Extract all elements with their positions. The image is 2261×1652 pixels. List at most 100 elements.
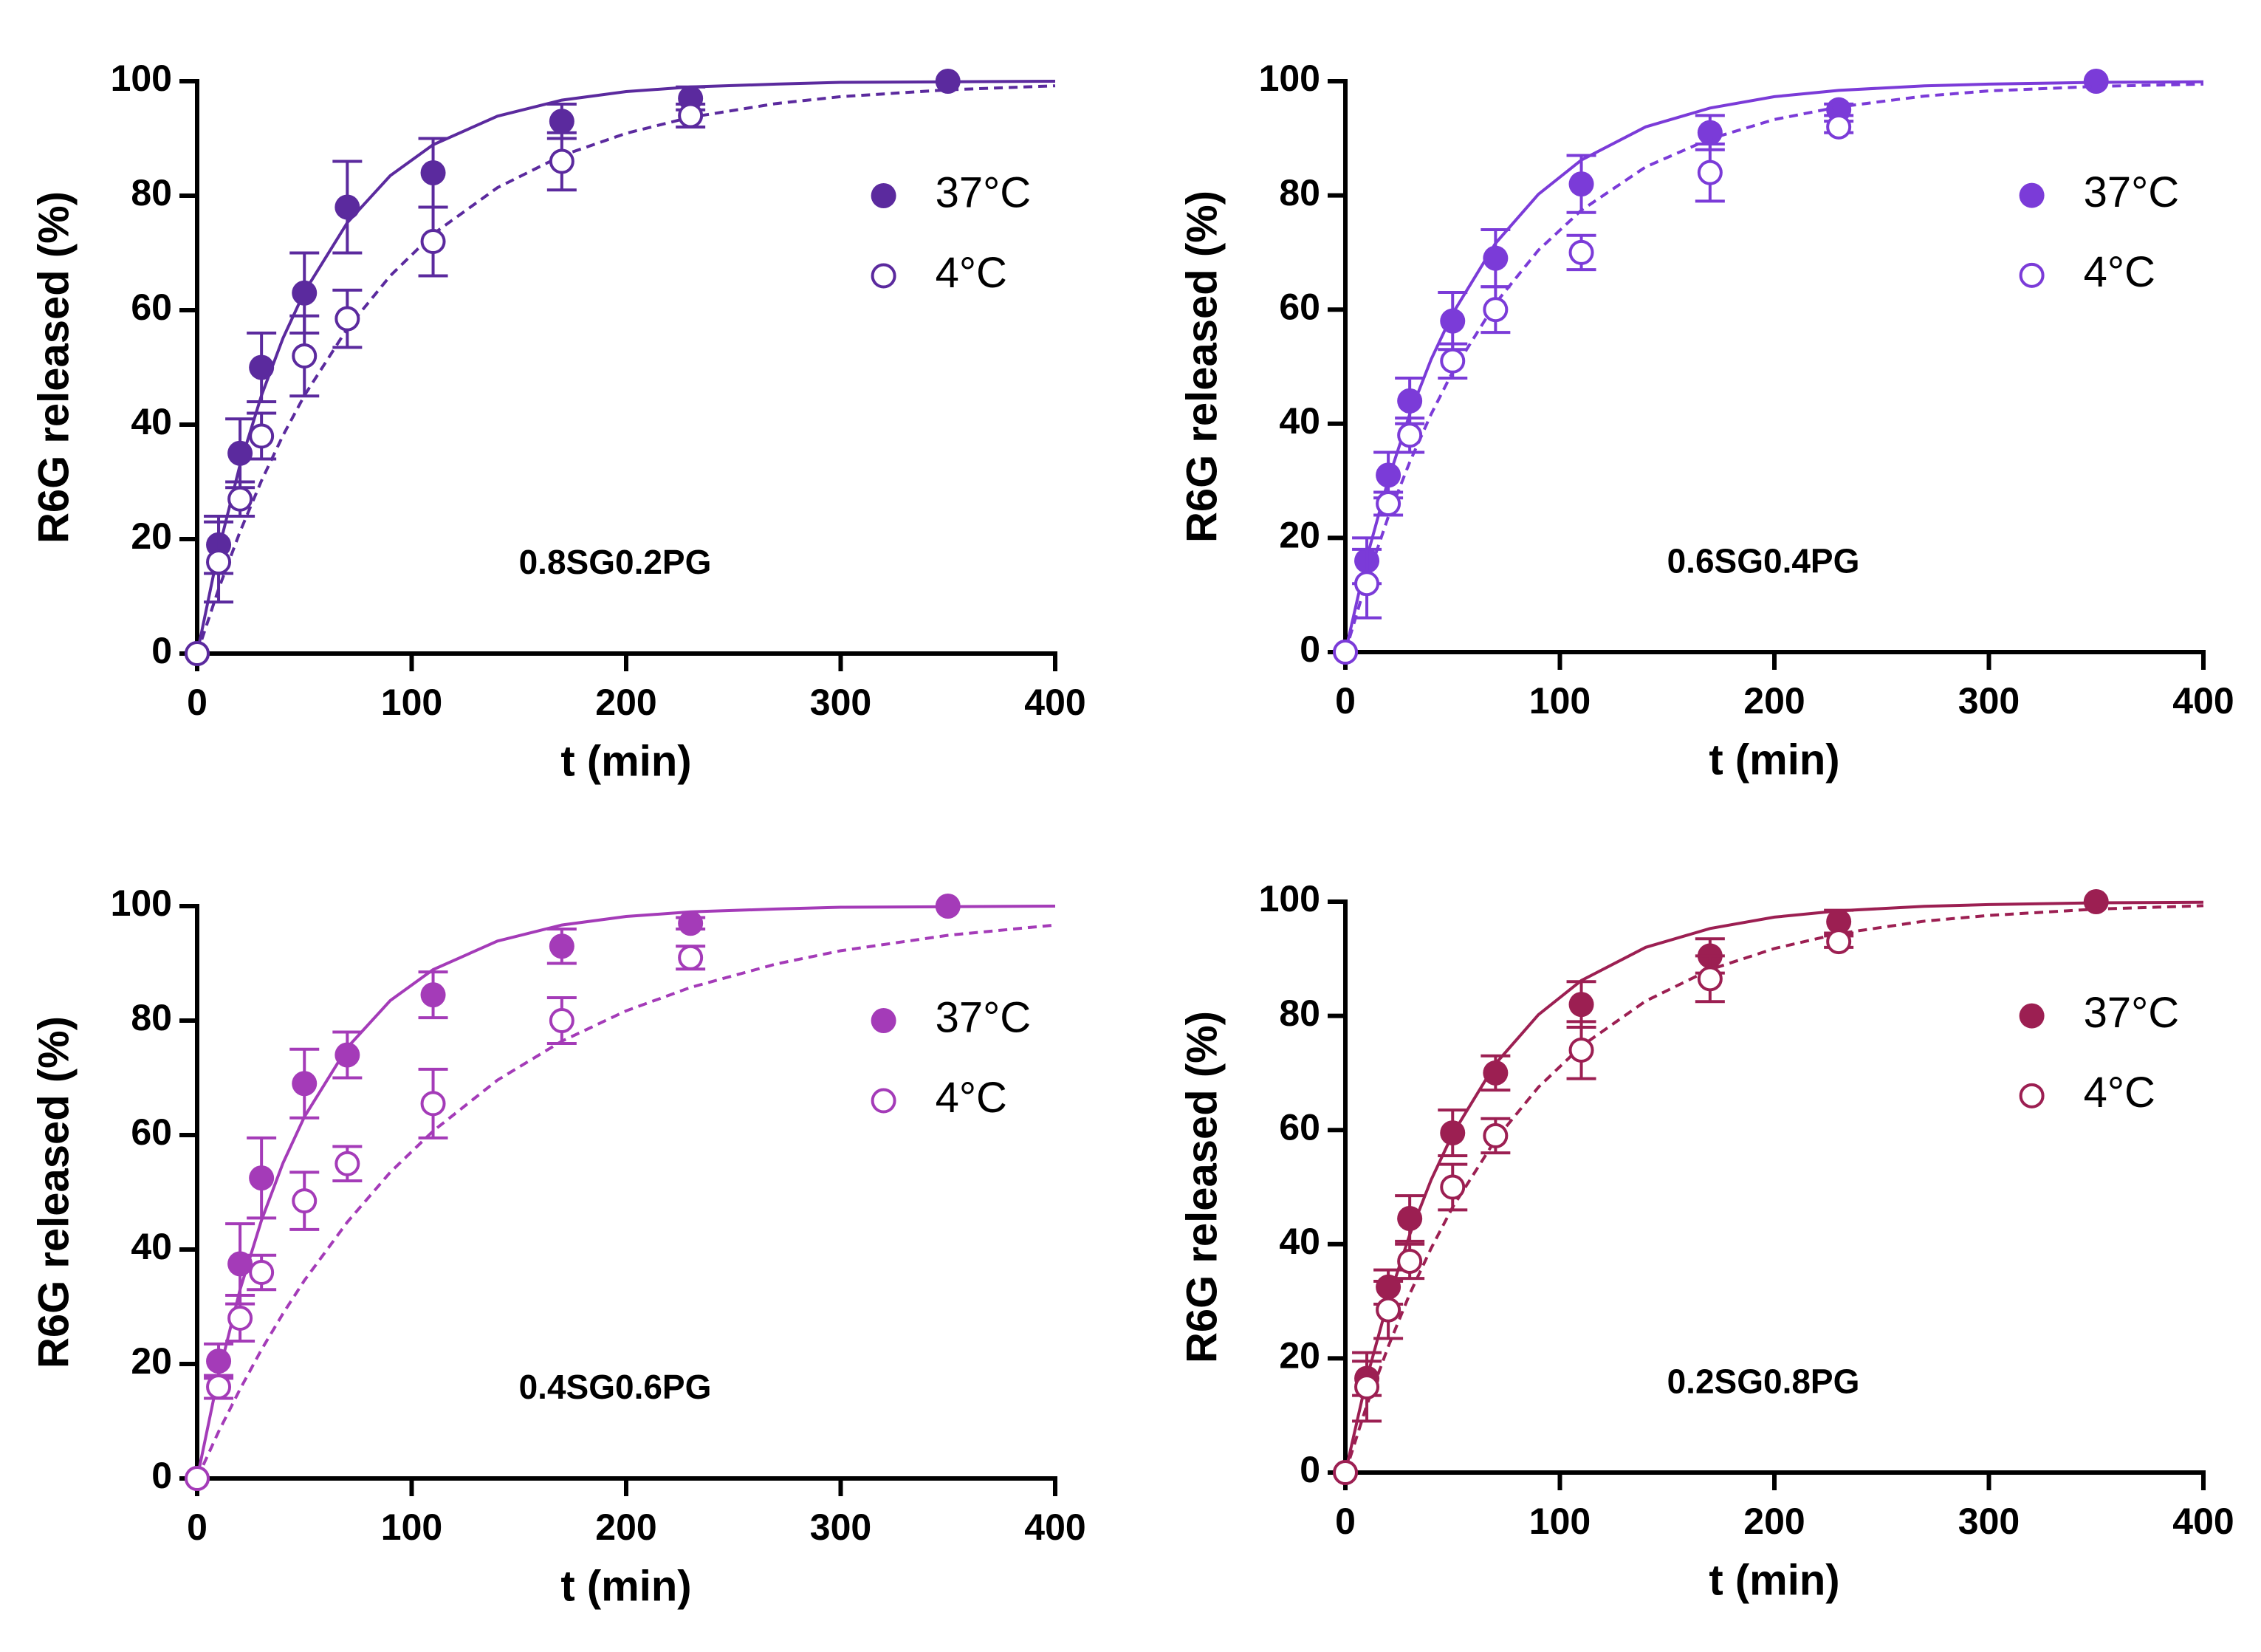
y-tick-label: 60 (131, 287, 172, 328)
fit-line (1344, 82, 2204, 653)
x-tick-label: 200 (1743, 1501, 1805, 1542)
data-point (1826, 929, 1852, 955)
data-point (420, 229, 446, 254)
y-tick-label: 40 (1279, 1221, 1320, 1262)
y-tick-label: 80 (1279, 993, 1320, 1034)
y-tick-label: 20 (131, 515, 172, 557)
legend-marker (871, 1088, 896, 1114)
y-tick-label: 0 (151, 630, 172, 671)
data-point (227, 486, 253, 512)
legend-marker (871, 183, 896, 208)
data-point (334, 1151, 360, 1176)
y-axis-label: R6G released (%) (30, 191, 78, 544)
data-point (227, 440, 253, 466)
data-point (249, 423, 275, 449)
legend-label: 37°C (2084, 168, 2180, 216)
y-tick-label: 0 (1300, 1449, 1320, 1490)
data-point (1397, 388, 1423, 414)
y-tick-label: 20 (1279, 515, 1320, 556)
x-tick-label: 300 (1958, 680, 2020, 722)
data-point (1333, 640, 1358, 665)
legend-label: 37°C (936, 993, 1032, 1041)
data-point (420, 982, 446, 1008)
x-tick-label: 200 (1743, 680, 1805, 722)
data-point (1397, 1206, 1423, 1232)
data-point (206, 1374, 232, 1399)
data-point (1568, 992, 1594, 1018)
data-point (1440, 308, 1466, 334)
data-point (1376, 491, 1401, 517)
y-tick-label: 20 (1279, 1335, 1320, 1377)
y-tick-label: 80 (131, 997, 172, 1038)
data-point (1354, 1374, 1380, 1400)
y-tick-label: 40 (131, 1226, 172, 1267)
annotation: 0.2SG0.8PG (1667, 1362, 1860, 1400)
x-tick-label: 400 (2172, 680, 2234, 722)
x-tick-label: 300 (810, 682, 871, 723)
data-point (1568, 239, 1594, 265)
y-tick-label: 20 (131, 1340, 172, 1382)
data-point (1697, 160, 1723, 185)
data-point (1354, 571, 1380, 597)
fit-line (196, 923, 1056, 1479)
data-point (1483, 297, 1509, 323)
data-point (185, 641, 210, 666)
data-point (1397, 422, 1423, 448)
data-point (227, 1306, 253, 1331)
x-axis-label: t (min) (1709, 1556, 1839, 1604)
legend-label: 4°C (936, 249, 1007, 297)
x-tick-label: 300 (810, 1507, 871, 1548)
fit-line (196, 905, 1056, 1479)
x-axis-label: t (min) (560, 1562, 691, 1610)
x-tick-label: 100 (1529, 1501, 1591, 1542)
chart: 0 20 40 60 80 100 0 100 200 300 400 t (min) R6G rele… (30, 882, 1085, 1610)
x-tick-label: 200 (595, 682, 656, 723)
data-point (2083, 69, 2109, 94)
x-tick-label: 400 (1024, 682, 1085, 723)
data-point (678, 945, 704, 970)
legend-label: 37°C (936, 168, 1032, 216)
annotation: 0.4SG0.6PG (519, 1368, 712, 1406)
data-point (249, 1165, 275, 1191)
x-tick-label: 0 (1335, 680, 1356, 722)
x-tick-label: 0 (187, 1507, 207, 1548)
data-point (1440, 1174, 1466, 1200)
y-tick-label: 60 (1279, 1106, 1320, 1148)
data-point (1483, 1060, 1509, 1086)
data-point (334, 194, 360, 220)
data-point (292, 280, 318, 306)
data-point (549, 148, 574, 174)
data-point (1376, 1297, 1401, 1323)
data-point (1483, 1123, 1509, 1148)
data-point (1376, 462, 1401, 488)
x-tick-label: 100 (381, 1507, 442, 1548)
y-tick-label: 100 (1259, 58, 1320, 99)
data-point (1333, 1460, 1358, 1485)
x-tick-label: 100 (381, 682, 442, 723)
y-tick-label: 0 (151, 1455, 172, 1496)
data-point (549, 109, 574, 134)
y-tick-label: 0 (1300, 628, 1320, 670)
data-point (1568, 1037, 1594, 1063)
y-tick-label: 60 (1279, 286, 1320, 327)
data-point (1397, 1248, 1423, 1274)
data-point (1440, 1120, 1466, 1146)
x-tick-label: 100 (1529, 680, 1591, 722)
chart: 0 20 40 60 80 100 0 100 200 300 400 t (min) R6G rele… (1178, 58, 2234, 784)
data-point (334, 1042, 360, 1068)
data-point (1826, 909, 1852, 935)
y-tick-label: 60 (131, 1111, 172, 1153)
legend-label: 4°C (2084, 1069, 2155, 1117)
data-point (1697, 120, 1723, 145)
chart: 0 20 40 60 80 100 0 100 200 300 400 t (min) R6G rele… (1178, 878, 2234, 1604)
y-tick-label: 100 (1259, 878, 1320, 919)
data-point (292, 343, 318, 369)
legend-marker (2019, 1083, 2045, 1108)
y-tick-label: 40 (1279, 400, 1320, 442)
data-point (292, 1071, 318, 1097)
y-axis-label: R6G released (%) (1178, 1011, 1226, 1363)
chart: 0 20 40 60 80 100 0 100 200 300 400 t (min) R6G rele… (30, 58, 1085, 785)
x-tick-label: 300 (1958, 1501, 2020, 1542)
data-point (2083, 889, 2109, 914)
